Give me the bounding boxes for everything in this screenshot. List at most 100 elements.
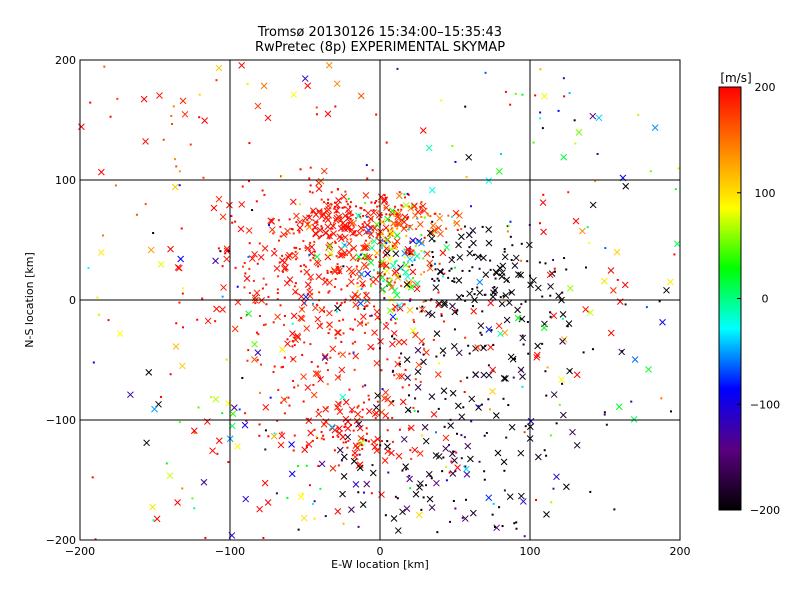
point-dot-marker xyxy=(424,484,427,487)
point-x-marker xyxy=(487,299,495,307)
point-dot-marker xyxy=(362,257,365,260)
point-x-marker xyxy=(404,374,411,381)
point-dot-marker xyxy=(342,522,345,525)
point-x-marker xyxy=(375,211,383,219)
point-x-marker xyxy=(356,424,364,432)
point-dot-marker xyxy=(674,188,677,191)
point-x-marker xyxy=(336,446,344,454)
point-dot-marker xyxy=(348,352,351,355)
point-x-marker xyxy=(482,271,490,278)
point-x-marker xyxy=(631,356,639,363)
point-dot-marker xyxy=(278,239,281,242)
point-x-marker xyxy=(364,270,372,278)
point-dot-marker xyxy=(367,440,370,443)
point-dot-marker xyxy=(479,331,482,334)
point-x-marker xyxy=(414,384,422,391)
point-x-marker xyxy=(395,452,403,460)
point-x-marker xyxy=(97,168,105,176)
point-x-marker xyxy=(340,193,348,201)
point-dot-marker xyxy=(362,284,365,287)
point-dot-marker xyxy=(515,527,518,530)
y-tick-label: 0 xyxy=(69,294,76,307)
point-x-marker xyxy=(318,460,326,468)
point-dot-marker xyxy=(403,193,406,196)
point-x-marker xyxy=(294,334,302,341)
point-dot-marker xyxy=(267,224,270,227)
point-dot-marker xyxy=(544,262,547,265)
point-x-marker xyxy=(470,307,478,315)
point-dot-marker xyxy=(422,257,425,260)
point-dot-marker xyxy=(283,412,286,415)
point-dot-marker xyxy=(412,406,415,409)
point-dot-marker xyxy=(238,408,241,411)
point-dot-marker xyxy=(297,384,300,387)
point-x-marker xyxy=(219,306,226,313)
point-dot-marker xyxy=(411,285,414,288)
point-dot-marker xyxy=(432,338,435,341)
point-dot-marker xyxy=(677,167,680,170)
point-dot-marker xyxy=(443,272,446,275)
point-x-marker xyxy=(394,360,402,368)
point-dot-marker xyxy=(363,209,366,212)
point-dot-marker xyxy=(342,441,345,444)
point-x-marker xyxy=(582,306,589,313)
point-dot-marker xyxy=(231,221,234,224)
point-dot-marker xyxy=(350,411,353,414)
point-dot-marker xyxy=(349,201,352,204)
point-dot-marker xyxy=(565,268,568,271)
point-dot-marker xyxy=(423,347,426,350)
point-dot-marker xyxy=(359,215,362,218)
point-dot-marker xyxy=(304,265,307,268)
point-dot-marker xyxy=(301,492,304,495)
point-dot-marker xyxy=(339,216,342,219)
point-dot-marker xyxy=(630,400,633,403)
point-dot-marker xyxy=(453,277,456,280)
point-dot-marker xyxy=(484,71,487,74)
point-dot-marker xyxy=(178,170,181,173)
point-x-marker xyxy=(429,222,437,229)
point-x-marker xyxy=(302,293,310,301)
point-dot-marker xyxy=(353,231,356,234)
point-x-marker xyxy=(324,110,332,118)
point-x-marker xyxy=(391,303,399,311)
point-dot-marker xyxy=(367,243,370,246)
point-x-marker xyxy=(143,439,150,447)
point-dot-marker xyxy=(464,105,467,108)
point-x-marker xyxy=(359,501,367,508)
point-x-marker xyxy=(454,464,461,471)
point-dot-marker xyxy=(347,439,350,442)
point-x-marker xyxy=(434,371,442,378)
point-x-marker xyxy=(338,251,346,259)
point-x-marker xyxy=(325,206,332,213)
point-dot-marker xyxy=(379,321,382,324)
point-dot-marker xyxy=(217,247,220,250)
point-x-marker xyxy=(270,432,278,440)
point-x-marker xyxy=(323,214,331,222)
point-dot-marker xyxy=(178,184,181,187)
point-dot-marker xyxy=(422,241,425,244)
point-x-marker xyxy=(433,330,441,338)
point-dot-marker xyxy=(300,307,303,310)
point-x-marker xyxy=(204,317,212,325)
point-dot-marker xyxy=(376,233,379,236)
point-dot-marker xyxy=(299,203,302,206)
point-x-marker xyxy=(595,114,603,122)
point-dot-marker xyxy=(453,221,456,224)
point-dot-marker xyxy=(465,176,468,179)
point-x-marker xyxy=(435,224,442,232)
point-x-marker xyxy=(348,226,356,234)
point-dot-marker xyxy=(165,462,168,465)
point-x-marker xyxy=(97,249,105,256)
point-dot-marker xyxy=(415,228,418,231)
point-dot-marker xyxy=(241,185,244,188)
point-dot-marker xyxy=(326,271,329,274)
point-dot-marker xyxy=(469,205,472,208)
point-dot-marker xyxy=(514,92,517,95)
point-dot-marker xyxy=(376,205,379,208)
point-dot-marker xyxy=(327,198,330,201)
point-x-marker xyxy=(565,320,573,328)
point-dot-marker xyxy=(254,302,257,305)
colorbar-tick-label: −100 xyxy=(750,398,780,411)
point-x-marker xyxy=(284,253,292,261)
point-x-marker xyxy=(215,195,223,203)
